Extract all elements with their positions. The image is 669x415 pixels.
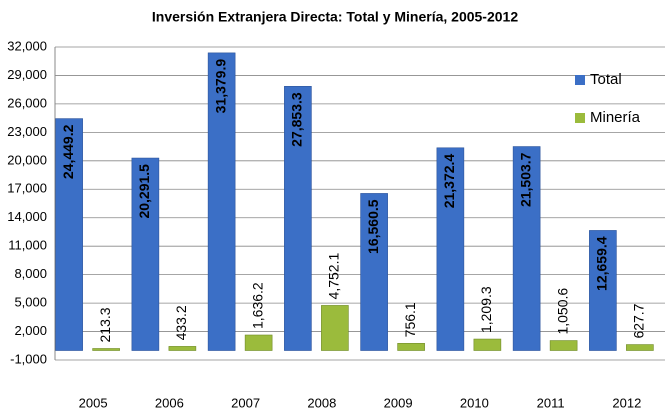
data-label: 16,560.5 xyxy=(365,199,381,254)
y-tick-label: 23,000 xyxy=(7,124,47,139)
bar xyxy=(207,52,236,351)
y-tick-label: -1,000 xyxy=(10,351,47,366)
x-tick-label: 2010 xyxy=(460,395,489,410)
data-label: 27,853.3 xyxy=(289,92,305,147)
data-label: 24,449.2 xyxy=(60,124,76,179)
legend-label: Minería xyxy=(590,109,641,126)
data-label: 1,636.2 xyxy=(249,282,265,329)
y-tick-label: 20,000 xyxy=(7,152,47,167)
y-tick-label: 5,000 xyxy=(14,295,47,310)
data-label: 4,752.1 xyxy=(326,253,342,300)
y-tick-label: 26,000 xyxy=(7,95,47,110)
bar xyxy=(360,193,388,351)
data-label: 21,372.4 xyxy=(441,154,457,209)
bar xyxy=(321,305,349,351)
bar xyxy=(92,348,120,351)
bar xyxy=(55,118,83,351)
bar xyxy=(589,230,617,351)
x-tick-label: 2011 xyxy=(537,395,565,410)
data-label: 1,050.6 xyxy=(554,288,570,335)
x-tick-label: 2005 xyxy=(79,395,108,410)
bar xyxy=(626,344,654,351)
y-tick-label: 17,000 xyxy=(7,181,47,196)
data-label: 1,209.3 xyxy=(478,286,494,333)
y-tick-label: 2,000 xyxy=(14,323,47,338)
data-label: 12,659.4 xyxy=(594,236,610,291)
chart-title: Inversión Extranjera Directa: Total y Mi… xyxy=(152,9,518,25)
bar xyxy=(549,340,578,351)
x-tick-label: 2012 xyxy=(612,395,641,410)
bar xyxy=(397,343,425,351)
legend-swatch xyxy=(575,75,585,85)
y-tick-label: 14,000 xyxy=(7,209,47,224)
data-label: 20,291.5 xyxy=(136,164,152,219)
x-tick-label: 2007 xyxy=(231,395,260,410)
y-tick-label: 29,000 xyxy=(7,67,47,82)
data-label: 213.3 xyxy=(97,307,113,342)
y-tick-label: 11,000 xyxy=(8,238,47,253)
bar xyxy=(473,338,502,351)
bar xyxy=(244,334,273,351)
bar xyxy=(284,86,312,351)
x-tick-label: 2006 xyxy=(155,395,184,410)
legend-swatch xyxy=(575,113,585,123)
data-label: 31,379.9 xyxy=(212,59,228,114)
data-label: 433.2 xyxy=(173,305,189,340)
data-label: 756.1 xyxy=(402,302,418,337)
data-label: 627.7 xyxy=(631,303,647,338)
data-label: 21,503.7 xyxy=(517,152,533,207)
x-tick-label: 2009 xyxy=(384,395,413,410)
y-tick-label: 32,000 xyxy=(7,38,47,53)
x-tick-label: 2008 xyxy=(307,395,336,410)
bar xyxy=(512,146,541,351)
legend-label: Total xyxy=(590,71,622,88)
bar xyxy=(436,147,465,351)
bar xyxy=(131,157,160,351)
bar xyxy=(168,346,197,351)
y-tick-label: 8,000 xyxy=(14,266,47,281)
